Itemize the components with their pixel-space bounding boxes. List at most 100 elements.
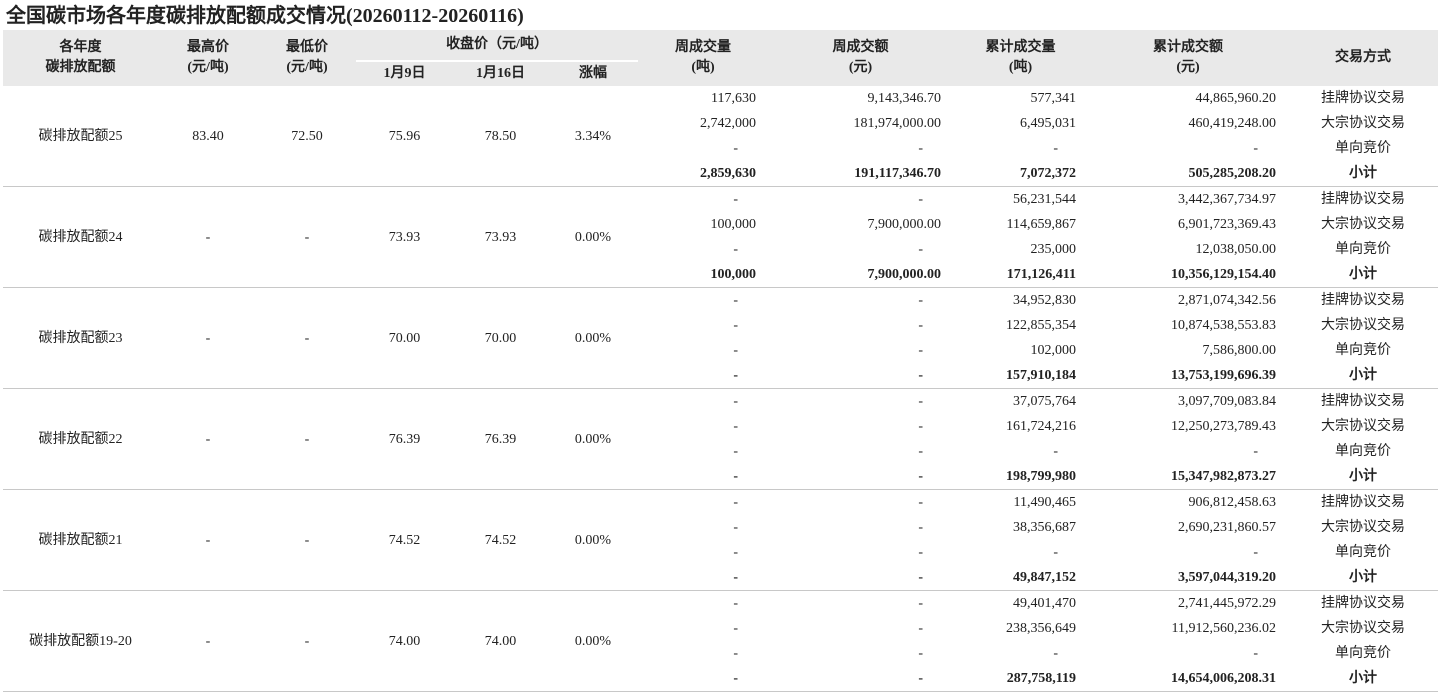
method-cell: 小计 xyxy=(1288,464,1439,490)
header-text: 最低价 xyxy=(286,40,328,55)
value-cell: - xyxy=(918,394,924,409)
method-cell: 单向竞价 xyxy=(1335,343,1392,358)
header-text: 各年度 xyxy=(59,40,102,55)
method-cell: 单向竞价 xyxy=(1335,545,1392,560)
group-cell: 碳排放配额23 xyxy=(3,287,158,389)
value-cell: 11,490,465 xyxy=(1013,495,1077,510)
table-row: 100,000 7,900,000.00 171,126,411 10,356,129… xyxy=(3,262,1439,288)
value-cell: 122,855,354 xyxy=(1006,318,1077,333)
table-row: - - 235,000 12,038,050.00 单向竞价 xyxy=(3,237,1438,262)
method-cell: 挂牌协议交易 xyxy=(1321,495,1406,510)
value-cell: - xyxy=(733,343,739,358)
header-text: 累计成交额 xyxy=(1153,40,1224,55)
value-cell: - xyxy=(733,141,739,156)
value-cell: 2,871,074,342.56 xyxy=(1178,293,1277,308)
group-cell: 3.34% xyxy=(548,86,639,187)
value-cell: 34,952,830 xyxy=(1013,293,1077,308)
table-row: - -198,799,980 15,347,982,873.27 小计 xyxy=(3,464,1439,490)
value-cell: 12,250,273,789.43 xyxy=(1171,419,1277,434)
value-cell: 2,859,630 xyxy=(638,161,769,187)
group-cell: 0.00% xyxy=(548,590,639,692)
group-cell: 碳排放配额22 xyxy=(3,388,158,490)
value-cell: 157,910,184 xyxy=(953,363,1089,389)
group-cell: 0.00% xyxy=(548,186,639,288)
value-cell: 3,097,709,083.84 xyxy=(1178,394,1277,409)
value-cell: - xyxy=(918,646,924,661)
value-cell: - xyxy=(768,363,954,389)
value-cell: 44,865,960.20 xyxy=(1195,91,1277,106)
table-row: - - 161,724,216 12,250,273,789.43 大宗协议交易 xyxy=(3,414,1438,439)
value-cell: 10,874,538,553.83 xyxy=(1171,318,1277,333)
method-cell: 挂牌协议交易 xyxy=(1321,394,1406,409)
method-cell: 小计 xyxy=(1288,262,1439,288)
group-cell: - xyxy=(258,590,356,692)
table-row: - -157,910,184 13,753,199,696.39 小计 xyxy=(3,363,1439,389)
header-text: 累计成交量 xyxy=(985,40,1056,55)
header-cell: 涨幅 xyxy=(548,61,639,86)
group-cell: 83.40 xyxy=(158,86,258,187)
value-cell: 15,347,982,873.27 xyxy=(1088,464,1289,490)
header-text: 周成交额 xyxy=(832,40,889,55)
table-row: - - - - 单向竞价 xyxy=(3,136,1438,161)
group-cell: 70.00 xyxy=(453,287,548,389)
value-cell: 14,654,006,208.31 xyxy=(1088,666,1289,692)
value-cell: - xyxy=(918,242,924,257)
value-cell: - xyxy=(918,318,924,333)
value-cell: - xyxy=(1253,141,1259,156)
header-text: (元) xyxy=(1176,60,1200,75)
value-cell: 11,912,560,236.02 xyxy=(1171,621,1277,636)
method-cell: 小计 xyxy=(1288,363,1439,389)
method-cell: 小计 xyxy=(1288,161,1439,187)
table-row: 碳排放配额25 83.40 72.50 75.96 78.50 3.34% 117,630 9… xyxy=(3,86,1438,187)
group-cell: 78.50 xyxy=(453,86,548,187)
method-cell: 大宗协议交易 xyxy=(1321,520,1406,535)
value-cell: - xyxy=(1053,141,1059,156)
header-cell: 1月16日 xyxy=(453,61,548,86)
value-cell: - xyxy=(733,293,739,308)
header-cell: 各年度 碳排放配额 xyxy=(3,30,158,86)
value-cell: 114,659,867 xyxy=(1006,217,1077,232)
value-cell: 235,000 xyxy=(1030,242,1077,257)
group-cell: 碳排放配额19-20 xyxy=(3,590,158,692)
group-cell: - xyxy=(158,186,258,288)
value-cell: - xyxy=(918,192,924,207)
value-cell: - xyxy=(638,565,769,591)
table-row: 100,000 7,900,000.00 114,659,867 6,901,723,… xyxy=(3,212,1438,237)
table-row: - - 102,000 7,586,800.00 单向竞价 xyxy=(3,338,1438,363)
value-cell: 49,847,152 xyxy=(953,565,1089,591)
value-cell: - xyxy=(733,495,739,510)
value-cell: - xyxy=(733,394,739,409)
table-row: 碳排放配额23- -70.00 70.00 0.00% - -34,952,830 2,87… xyxy=(3,287,1438,389)
group-cell: - xyxy=(158,388,258,490)
value-cell: - xyxy=(733,318,739,333)
value-cell: - xyxy=(918,621,924,636)
value-cell: - xyxy=(918,545,924,560)
group-cell: 70.00 xyxy=(356,287,453,389)
value-cell: - xyxy=(733,242,739,257)
group-cell: 0.00% xyxy=(548,489,639,591)
table-row: 碳排放配额19-20- -74.00 74.00 0.00% - -49,401,470 2… xyxy=(3,590,1438,692)
method-cell: 小计 xyxy=(1288,666,1439,692)
group-cell: 74.52 xyxy=(356,489,453,591)
value-cell: 9,143,346.70 xyxy=(867,91,942,106)
group-cell: - xyxy=(258,388,356,490)
method-cell: 单向竞价 xyxy=(1335,141,1392,156)
value-cell: - xyxy=(768,565,954,591)
value-cell: 100,000 xyxy=(710,217,757,232)
group-cell: 碳排放配额24 xyxy=(3,186,158,288)
table-row: - -287,758,119 14,654,006,208.31 小计 xyxy=(3,666,1439,692)
group-cell: 76.39 xyxy=(356,388,453,490)
method-cell: 挂牌协议交易 xyxy=(1321,192,1406,207)
method-cell: 单向竞价 xyxy=(1335,242,1392,257)
header-text: (元/吨) xyxy=(187,60,229,75)
group-cell: 73.93 xyxy=(453,186,548,288)
value-cell: 191,117,346.70 xyxy=(768,161,954,187)
value-cell: 577,341 xyxy=(1030,91,1077,106)
method-cell: 大宗协议交易 xyxy=(1321,217,1406,232)
table-row: - - - - 单向竞价 xyxy=(3,641,1438,666)
method-cell: 挂牌协议交易 xyxy=(1321,91,1406,106)
trading-table: 各年度 碳排放配额 最高价 (元/吨) 最低价 (元/吨) 收盘价（元/吨） 周成交量… xyxy=(3,30,1439,692)
value-cell: 7,072,372 xyxy=(953,161,1089,187)
header-cell: 交易方式 xyxy=(1288,30,1439,86)
header-cell: 最低价 (元/吨) xyxy=(258,30,356,86)
